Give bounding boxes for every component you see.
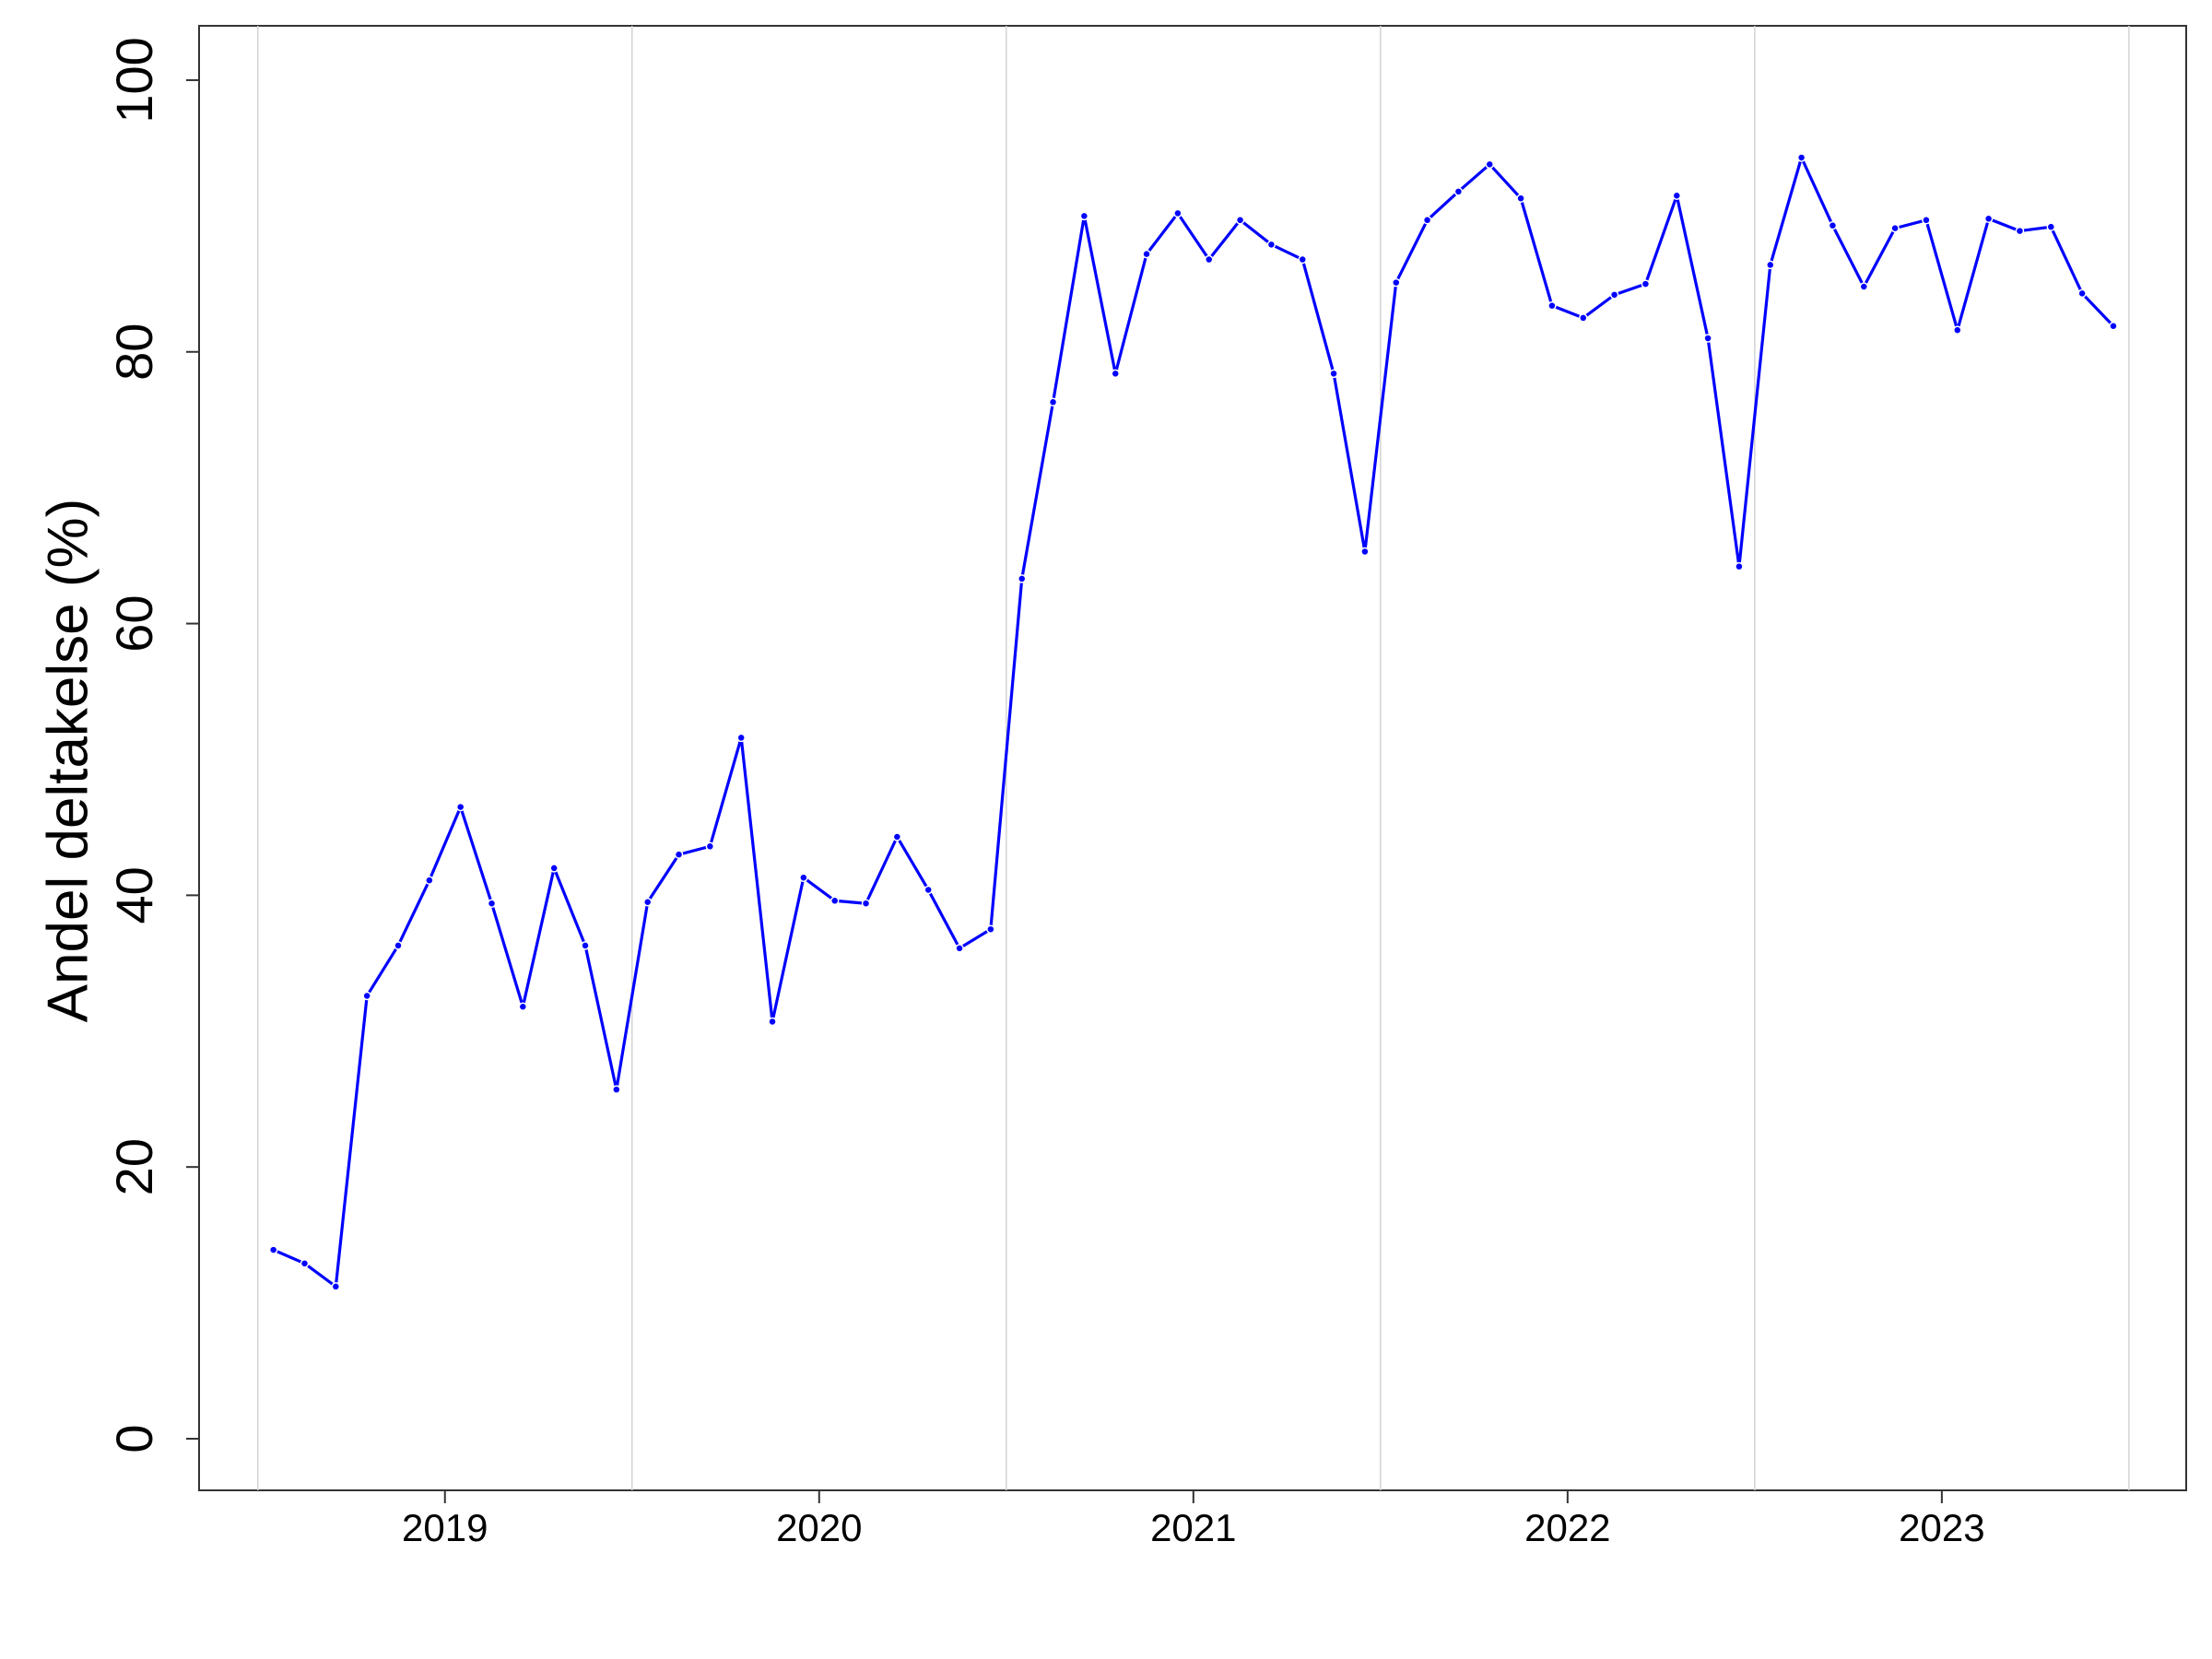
- data-point: [1579, 313, 1588, 323]
- data-point: [1266, 240, 1277, 250]
- data-point: [1298, 254, 1307, 265]
- data-point: [1392, 277, 1401, 288]
- data-point: [549, 864, 559, 873]
- data-point: [425, 876, 434, 885]
- data-point: [2046, 222, 2056, 231]
- plot-frame: [198, 25, 2187, 1491]
- data-point: [830, 896, 840, 906]
- data-point: [924, 885, 933, 895]
- data-point: [1983, 214, 1994, 224]
- y-axis-label: Andel deltakelse (%): [36, 499, 100, 1023]
- data-point: [455, 802, 465, 812]
- data-point: [1516, 194, 1525, 203]
- x-tick-label: 2023: [1899, 1506, 1984, 1549]
- y-tick-label: 20: [105, 1138, 163, 1195]
- data-point: [799, 873, 808, 882]
- data-point: [2109, 322, 2118, 331]
- data-point: [581, 941, 590, 950]
- data-point: [1422, 216, 1432, 225]
- data-point: [1360, 547, 1370, 557]
- y-tick-label: 40: [105, 866, 163, 924]
- data-point: [1796, 153, 1806, 162]
- data-point: [1485, 159, 1495, 170]
- data-point: [1111, 369, 1120, 379]
- x-tick-label: 2022: [1524, 1506, 1610, 1549]
- data-point: [955, 944, 964, 953]
- data-point: [1547, 300, 1557, 311]
- data-point: [487, 899, 497, 908]
- data-point: [612, 1085, 621, 1094]
- y-tick-label: 80: [105, 324, 163, 381]
- data-point: [1922, 216, 1931, 225]
- data-point: [1079, 211, 1089, 221]
- y-tick-label: 60: [105, 594, 163, 652]
- data-point: [1142, 249, 1151, 259]
- data-point: [2077, 288, 2087, 299]
- y-tick-label: 0: [105, 1424, 163, 1453]
- data-point: [2015, 226, 2025, 236]
- x-tick-label: 2019: [402, 1506, 488, 1549]
- data-point: [1859, 282, 1869, 291]
- data-point: [518, 1002, 528, 1011]
- data-point: [768, 1017, 777, 1027]
- data-point: [642, 897, 653, 907]
- data-point: [268, 1245, 278, 1254]
- data-point: [300, 1259, 310, 1268]
- data-point: [986, 924, 995, 934]
- data-point: [331, 1282, 341, 1291]
- data-point: [1703, 334, 1712, 343]
- y-tick-label: 100: [105, 37, 163, 123]
- data-point: [1453, 187, 1464, 196]
- data-point: [1890, 223, 1900, 233]
- data-point: [861, 899, 871, 908]
- data-point: [1173, 208, 1182, 218]
- data-point: [1204, 254, 1214, 265]
- data-point: [1048, 397, 1058, 407]
- data-point: [1641, 279, 1651, 288]
- data-point: [1766, 260, 1775, 270]
- data-point: [1735, 561, 1744, 571]
- series-line: [273, 156, 2115, 1288]
- data-point: [1329, 369, 1338, 379]
- data-point: [892, 832, 902, 841]
- data-point: [705, 841, 715, 852]
- data-point: [362, 991, 371, 1001]
- data-point: [1828, 220, 1838, 230]
- x-tick-label: 2020: [776, 1506, 862, 1549]
- data-point: [736, 733, 746, 743]
- data-point: [394, 941, 403, 950]
- data-point: [1609, 290, 1619, 300]
- data-point: [1017, 574, 1027, 583]
- x-tick-label: 2021: [1150, 1506, 1236, 1549]
- data-point: [1953, 325, 1962, 335]
- data-point: [674, 850, 684, 859]
- data-point: [1672, 191, 1682, 201]
- data-point: [1235, 216, 1245, 225]
